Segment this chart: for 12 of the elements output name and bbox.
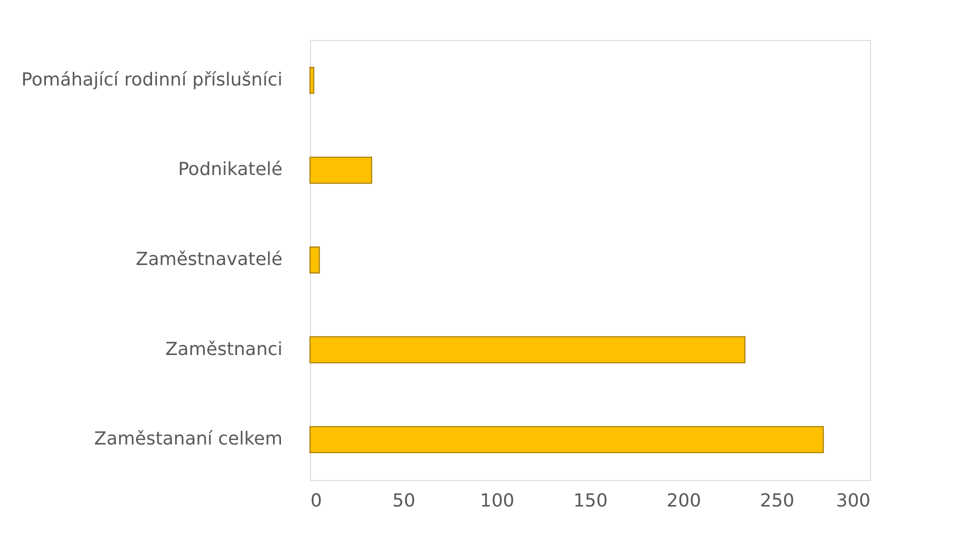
y-tick-label: Podnikatelé [178, 159, 282, 180]
x-tick-label: 250 [760, 490, 794, 512]
x-tick-label: 150 [573, 490, 608, 512]
x-tick-label: 300 [836, 490, 870, 512]
x-tick-label: 50 [392, 490, 416, 512]
y-tick-label: Zaměstananí celkem [94, 428, 282, 450]
x-tick-label: 0 [310, 490, 322, 512]
x-tick-label: 100 [480, 490, 514, 512]
x-tick-label: 200 [666, 490, 702, 512]
y-tick-label: Pomáhající rodinní příslušníci [21, 69, 282, 90]
y-tick-label: Zaměstnanci [165, 338, 282, 360]
y-tick-label: Zaměstnavatelé [136, 249, 282, 270]
